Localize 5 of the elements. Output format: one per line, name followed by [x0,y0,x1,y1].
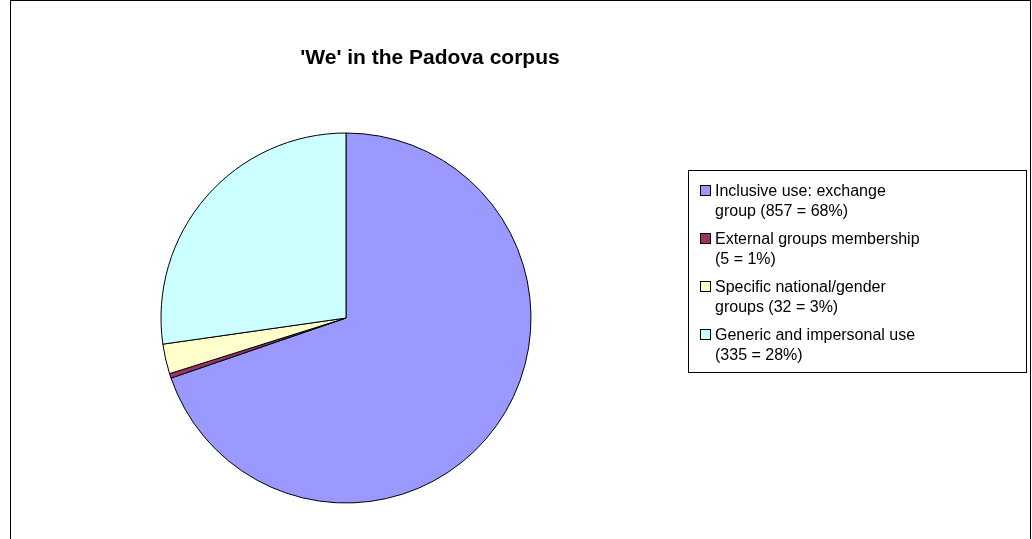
legend-label: Specific national/gender groups (32 = 3%) [715,278,887,315]
legend-label: External groups membership (5 = 1%) [715,230,920,267]
legend-label: Generic and impersonal use (335 = 28%) [715,326,916,363]
chart-title: 'We' in the Padova corpus [300,45,560,68]
legend-label: Inclusive use: exchange group (857 = 68%) [715,182,886,219]
